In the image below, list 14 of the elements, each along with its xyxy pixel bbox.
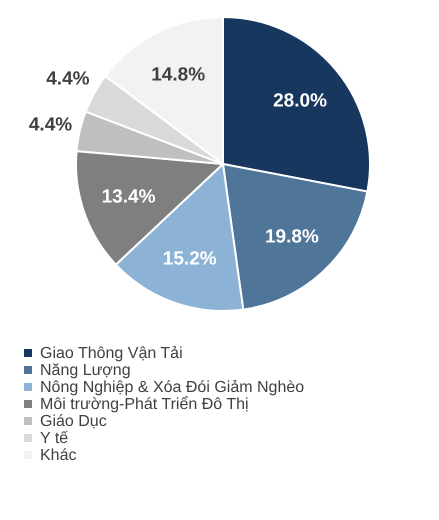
legend-label: Giáo Dục — [40, 413, 107, 430]
legend-label: Năng Lượng — [40, 362, 131, 379]
data-label: 4.4% — [28, 114, 72, 136]
legend-label: Nông Nghiệp & Xóa Đói Giảm Nghèo — [40, 379, 304, 396]
legend-label: Môi trường-Phát Triển Đô Thị — [40, 396, 249, 413]
legend-label: Giao Thông Vận Tải — [40, 345, 183, 362]
legend-label: Y tế — [40, 430, 68, 447]
data-label: 19.8% — [264, 226, 319, 248]
data-label: 14.8% — [151, 64, 206, 86]
data-label: 15.2% — [162, 248, 217, 270]
legend-label: Khác — [40, 447, 76, 464]
data-label: 13.4% — [102, 186, 156, 208]
data-label: 28.0% — [273, 90, 328, 112]
data-label: 4.4% — [46, 68, 90, 90]
